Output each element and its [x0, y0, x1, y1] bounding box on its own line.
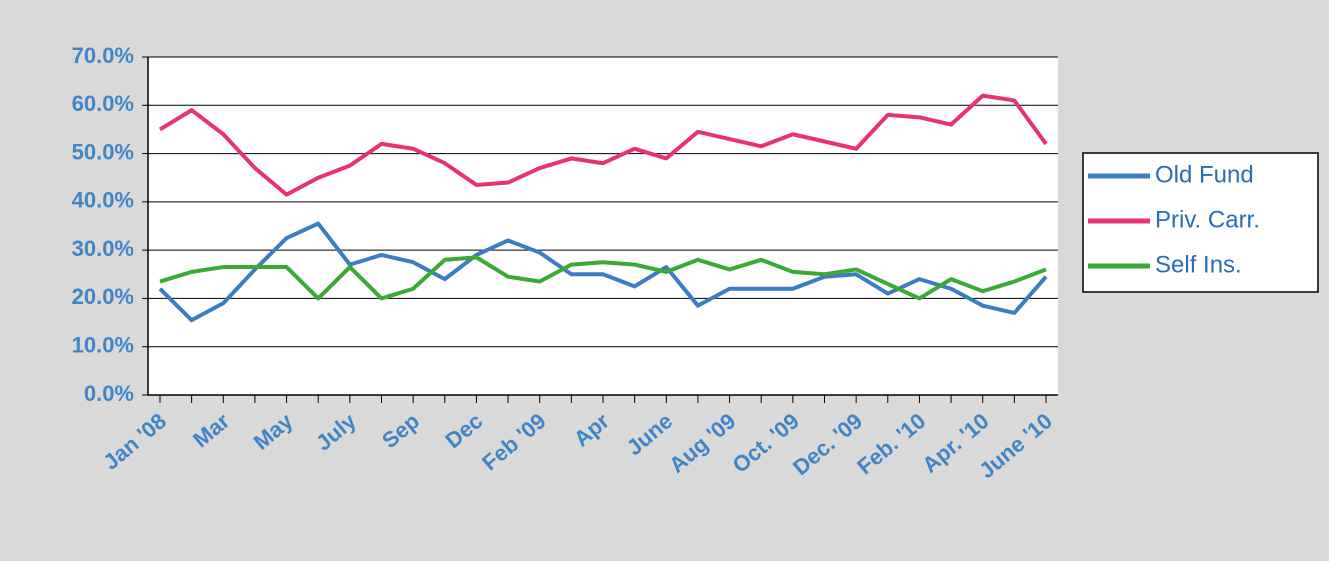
y-tick-label: 0.0%	[84, 381, 134, 406]
y-tick-label: 40.0%	[72, 188, 134, 213]
y-tick-label: 20.0%	[72, 284, 134, 309]
legend-label: Old Fund	[1155, 161, 1254, 188]
y-tick-label: 50.0%	[72, 139, 134, 164]
legend-label: Priv. Carr.	[1155, 206, 1260, 233]
plot-area	[148, 57, 1058, 395]
y-tick-label: 70.0%	[72, 43, 134, 68]
y-tick-label: 10.0%	[72, 333, 134, 358]
series-line	[159, 255, 1047, 301]
y-tick-label: 30.0%	[72, 236, 134, 261]
y-tick-label: 60.0%	[72, 91, 134, 116]
legend-label: Self Ins.	[1155, 251, 1242, 278]
legend-items: Old Fund Priv. Carr. Self Ins.	[1088, 161, 1260, 278]
series-line	[158, 93, 1048, 197]
